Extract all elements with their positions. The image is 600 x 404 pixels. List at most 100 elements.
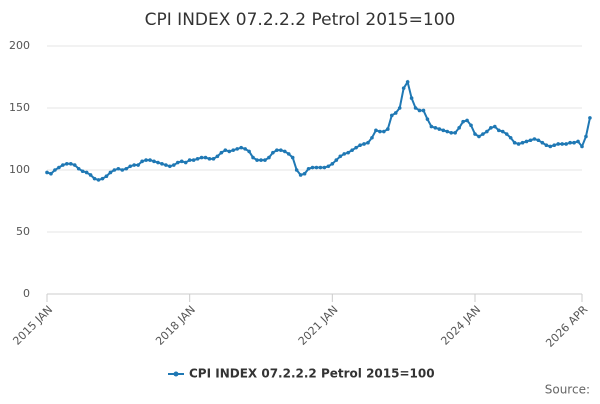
- data-point: [302, 171, 307, 176]
- data-point: [417, 108, 422, 113]
- data-point: [203, 155, 208, 160]
- data-point: [282, 149, 287, 154]
- data-point: [401, 86, 406, 90]
- x-tick-label: 2026 APR: [543, 303, 590, 350]
- data-point: [405, 80, 410, 84]
- data-point: [152, 159, 156, 164]
- data-point: [393, 111, 398, 115]
- data-point: [576, 139, 580, 144]
- data-point: [290, 155, 295, 160]
- data-point: [516, 142, 521, 146]
- data-point: [382, 129, 386, 134]
- data-point: [334, 158, 339, 162]
- data-point: [389, 113, 394, 118]
- data-point: [413, 106, 418, 110]
- data-point: [76, 166, 81, 171]
- data-point: [485, 129, 489, 134]
- data-point: [219, 150, 224, 155]
- data-point: [508, 135, 513, 140]
- legend-label: CPI INDEX 07.2.2.2 Petrol 2015=100: [189, 367, 435, 381]
- data-point: [568, 140, 572, 145]
- data-point: [100, 176, 105, 181]
- data-point: [489, 126, 493, 130]
- data-point: [409, 96, 414, 100]
- data-point: [298, 173, 303, 177]
- legend-marker: [173, 371, 179, 377]
- chart-title: CPI INDEX 07.2.2.2 Petrol 2015=100: [145, 10, 456, 30]
- data-point: [243, 147, 247, 151]
- data-point: [397, 106, 402, 110]
- data-point: [175, 160, 180, 165]
- data-point: [520, 140, 525, 145]
- data-point: [231, 148, 236, 152]
- data-point: [108, 170, 113, 175]
- data-point: [326, 164, 331, 169]
- data-point: [124, 166, 129, 171]
- data-point: [279, 148, 283, 152]
- data-point: [453, 131, 457, 135]
- x-tick-label: 2018 JAN: [153, 303, 198, 348]
- data-line: [46, 79, 591, 181]
- data-point: [267, 155, 271, 160]
- data-point: [496, 128, 501, 133]
- data-point: [164, 163, 168, 167]
- data-point: [504, 132, 509, 136]
- data-point: [140, 159, 144, 164]
- data-point: [346, 150, 350, 155]
- data-point: [310, 165, 315, 170]
- data-point: [88, 173, 93, 177]
- source: Source:: [545, 383, 590, 397]
- data-point: [481, 132, 485, 136]
- data-point: [156, 160, 160, 165]
- data-point: [84, 170, 89, 175]
- data-point: [449, 131, 454, 135]
- data-point: [120, 168, 125, 172]
- data-point: [191, 158, 196, 162]
- data-point: [580, 144, 584, 149]
- data-point: [57, 165, 61, 170]
- data-point: [528, 138, 533, 143]
- data-point: [370, 135, 374, 140]
- data-point: [49, 171, 53, 176]
- data-point: [540, 140, 545, 145]
- data-point: [366, 140, 370, 145]
- data-point: [172, 163, 176, 167]
- data-point: [338, 154, 343, 159]
- data-point: [330, 162, 335, 166]
- data-point: [512, 140, 517, 145]
- data-point: [255, 158, 259, 162]
- data-point: [322, 165, 327, 170]
- data-point: [445, 129, 450, 134]
- data-point: [116, 166, 121, 171]
- data-point: [532, 137, 537, 141]
- y-tick-label: 100: [9, 163, 30, 176]
- data-point: [80, 169, 85, 174]
- data-point: [183, 160, 188, 165]
- data-point: [461, 119, 465, 124]
- data-point: [314, 165, 319, 170]
- y-tick-label: 200: [9, 39, 30, 52]
- data-point: [207, 157, 212, 161]
- data-point: [211, 157, 216, 161]
- data-point: [235, 147, 240, 151]
- data-point: [160, 162, 164, 166]
- data-point: [112, 168, 117, 172]
- data-point: [45, 170, 49, 175]
- data-point: [61, 163, 65, 167]
- data-point: [65, 162, 69, 166]
- y-tick-label: 0: [23, 287, 30, 300]
- data-point: [500, 129, 505, 134]
- data-point: [294, 168, 299, 172]
- data-point: [239, 145, 243, 150]
- data-point: [544, 143, 549, 147]
- data-point: [358, 143, 362, 147]
- data-point: [564, 142, 568, 146]
- x-tick-label: 2024 JAN: [438, 303, 483, 348]
- data-point: [362, 142, 366, 146]
- data-point: [457, 126, 461, 130]
- y-tick-label: 150: [9, 101, 30, 114]
- data-point: [53, 168, 57, 172]
- data-point: [128, 164, 133, 169]
- data-point: [318, 165, 323, 170]
